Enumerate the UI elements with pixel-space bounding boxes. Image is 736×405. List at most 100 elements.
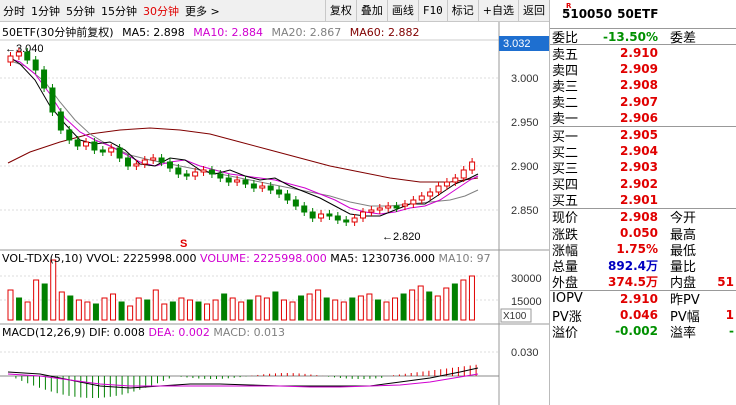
buy-level-3-label: 买三 (552, 161, 579, 177)
candle (343, 219, 350, 223)
candle (217, 173, 224, 179)
stat-row-4: 外盘 374.5万 内盘 51 (550, 274, 736, 292)
adjust-button[interactable]: 复权 (324, 0, 356, 22)
volume-bar (392, 297, 399, 321)
vol-tick-15000: 15000 (511, 296, 542, 308)
iopv-row-2-label: 溢价 (552, 325, 579, 341)
candle (401, 203, 408, 207)
candle (326, 213, 333, 217)
iopv-row-1-value2: 1 (725, 308, 734, 323)
candle (150, 157, 157, 161)
add-watchlist-button[interactable]: +自选 (477, 0, 518, 22)
stat-row-0: 现价 2.908 今开 (550, 209, 736, 227)
security-code: 510050 (562, 7, 613, 21)
stat-row-3-label2: 量比 (670, 260, 697, 276)
candle (360, 211, 366, 219)
ma60-line (7, 127, 479, 183)
candle (385, 205, 392, 209)
candle (234, 179, 241, 183)
volume-bar (255, 295, 262, 321)
kline-chart[interactable]: 3.000 2.950 2.900 2.850 3.032 ←3.040 ←2.… (0, 22, 549, 405)
dif-line (7, 367, 479, 389)
buy-level-5: 买五 2.901 (550, 192, 736, 210)
stat-row-2-label2: 最低 (670, 243, 697, 259)
volume-bar (272, 291, 279, 321)
buy-level-2: 买二 2.904 (550, 143, 736, 161)
y-tick-2900: 2.900 (511, 161, 539, 173)
candle (225, 177, 232, 183)
period-more-button[interactable]: 更多 > (185, 4, 220, 18)
iopv-row-1: PV涨 0.046 PV幅 1 (550, 307, 736, 325)
volume-bar (178, 297, 185, 321)
volume-bar (417, 285, 424, 321)
volume-bar (315, 289, 322, 321)
buy-level-3-value: 2.903 (620, 160, 658, 175)
candle (292, 199, 299, 207)
buy-level-1-value: 2.905 (620, 128, 658, 143)
macd-title: MACD(12,26,9) (2, 326, 86, 339)
dea-legend: DEA: 0.002 (148, 326, 210, 339)
r-badge: R (566, 2, 572, 10)
ma60-legend: MA60: 2.882 (349, 26, 420, 39)
iopv-row-1-label: PV涨 (552, 309, 582, 325)
mark-button[interactable]: 标记 (446, 0, 478, 22)
sell-level-1-label: 卖一 (552, 112, 579, 128)
candle (250, 183, 257, 189)
overlay-button[interactable]: 叠加 (355, 0, 387, 22)
volume-bar (298, 295, 305, 321)
volume-bar (67, 295, 74, 321)
stat-row-2: 涨幅 1.75% 最低 (550, 241, 736, 259)
iopv-row-2: 溢价 -0.002 溢率 - (550, 323, 736, 341)
period-tab-5min[interactable]: 5分钟 (66, 4, 95, 18)
buy-level-3: 买三 2.903 (550, 159, 736, 177)
volume-bar (221, 293, 228, 321)
stat-row-4-label: 外盘 (552, 276, 579, 292)
signal-s-icon: S (180, 238, 187, 250)
candle (99, 149, 106, 153)
volume-bar (246, 299, 253, 321)
period-tab-30min[interactable]: 30分钟 (143, 4, 179, 18)
stat-row-1: 涨跌 0.050 最高 (550, 225, 736, 243)
sell-level-1-value: 2.906 (620, 110, 658, 125)
volume-bar (75, 299, 82, 321)
volume-bar (468, 275, 475, 321)
candle (309, 211, 316, 219)
candle (443, 181, 450, 187)
sell-level-5-value: 2.910 (620, 46, 658, 61)
stat-row-3-label: 总量 (552, 260, 579, 276)
buy-level-2-value: 2.904 (620, 144, 658, 159)
stat-row-1-label: 涨跌 (552, 227, 579, 243)
volume-bar (460, 279, 467, 321)
period-tab-intraday[interactable]: 分时 (3, 4, 25, 18)
vol-unit-label: X100 (503, 311, 527, 322)
candle (133, 163, 140, 167)
draw-line-button[interactable]: 画线 (386, 0, 418, 22)
back-button[interactable]: 返回 (518, 0, 549, 22)
period-tab-15min[interactable]: 15分钟 (101, 4, 137, 18)
volume-bar (7, 289, 14, 321)
candle (141, 159, 148, 165)
candle (301, 205, 308, 213)
ma10-legend: MA10: 2.884 (193, 26, 264, 39)
volume-bar (144, 299, 151, 321)
period-tab-1min[interactable]: 1分钟 (31, 4, 60, 18)
candle (452, 177, 459, 183)
buy-level-5-value: 2.901 (620, 192, 658, 207)
f10-button[interactable]: F10 (417, 0, 447, 22)
macd-legend: MACD(12,26,9) DIF: 0.008 DEA: 0.002 MACD… (2, 326, 285, 339)
current-price-tag-text: 3.032 (503, 38, 531, 50)
candle (32, 59, 39, 71)
weicha-label: 委差 (670, 31, 697, 46)
volume-bar (101, 297, 108, 321)
volume-bar (306, 293, 313, 321)
period-toolbar: 分时 1分钟 5分钟 15分钟 30分钟 更多 > 复权 叠加 画线 F10 标… (0, 0, 549, 22)
volume-bar (212, 299, 219, 321)
iopv-row-1-label2: PV幅 (670, 309, 700, 325)
volume-bar (84, 301, 91, 321)
iopv-row-0-label2: 昨PV (670, 293, 700, 309)
volume-bar (238, 301, 245, 321)
sell-level-2-label: 卖二 (552, 96, 579, 112)
candle (267, 185, 274, 191)
volume-bar (127, 305, 134, 321)
weibi-value: -13.50% (603, 29, 658, 44)
